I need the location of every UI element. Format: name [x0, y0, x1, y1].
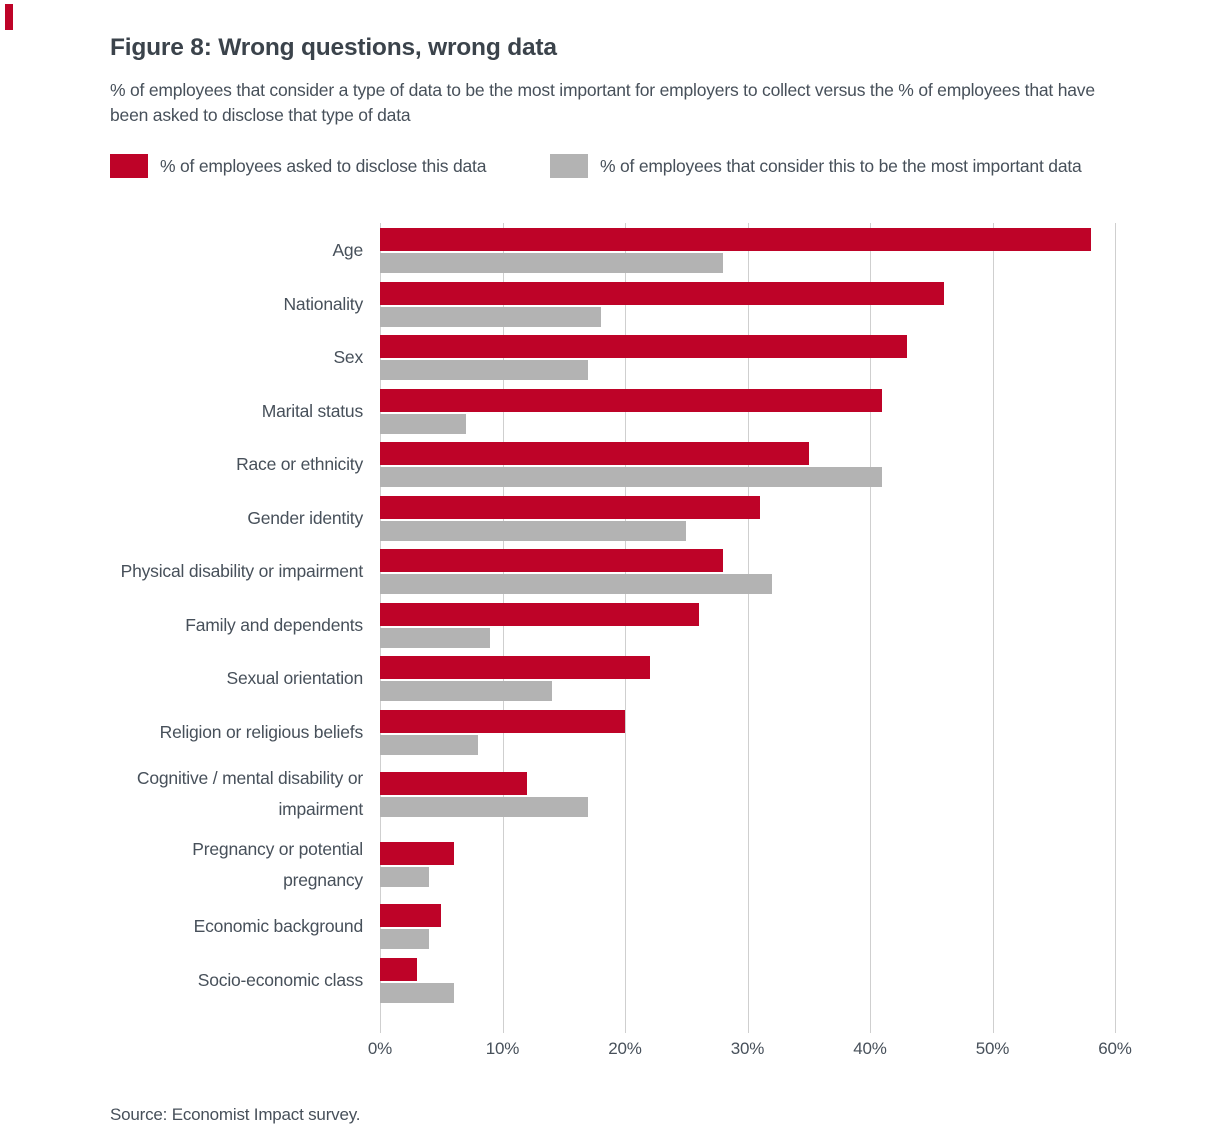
gridline	[992, 223, 994, 1033]
bar-most-important	[380, 306, 601, 327]
chart-row: Cognitive / mental disability or impairm…	[110, 763, 1115, 825]
bar-asked-to-disclose	[380, 709, 625, 733]
chart-row: Family and dependents	[110, 602, 1115, 648]
category-label: Pregnancy or potential pregnancy	[192, 838, 363, 890]
x-axis-tick-label: 50%	[975, 1039, 1010, 1058]
chart-row: Nationality	[110, 281, 1115, 327]
category-label: Race or ethnicity	[236, 454, 363, 474]
chart-row: Pregnancy or potential pregnancy	[110, 834, 1115, 896]
bar-most-important	[380, 681, 552, 701]
chart-rows: Age Nationality Sex Marital status Race or e…	[110, 228, 1115, 1003]
bar-pair	[380, 957, 1115, 1003]
chart-row: Gender identity	[110, 495, 1115, 541]
bar-asked-to-disclose	[380, 656, 650, 679]
chart-row: Sexual orientation	[110, 656, 1115, 701]
bar-most-important	[380, 413, 466, 434]
bar-asked-to-disclose	[380, 771, 527, 795]
bar-pair	[380, 709, 1115, 755]
category-label: Sex	[333, 347, 363, 367]
bar-pair	[380, 602, 1115, 648]
x-axis-tick-label: 0%	[367, 1039, 393, 1058]
category-label: Physical disability or impairment	[120, 561, 364, 581]
bar-asked-to-disclose	[380, 228, 1091, 251]
chart-row: Physical disability or impairment	[110, 549, 1115, 594]
bar-pair	[380, 228, 1115, 273]
bar-most-important	[380, 574, 772, 594]
bar-pair	[380, 442, 1115, 487]
bar-most-important	[380, 734, 478, 755]
bar-asked-to-disclose	[380, 388, 883, 412]
chart-row: Socio-economic class	[110, 957, 1115, 1003]
bar-pair	[380, 281, 1115, 327]
legend-item: % of employees asked to disclose this da…	[110, 154, 550, 178]
chart-row: Economic background	[110, 904, 1115, 949]
bar-asked-to-disclose	[380, 495, 760, 519]
legend-label: % of employees asked to disclose this da…	[160, 155, 487, 176]
corner-accent-mark	[5, 4, 13, 30]
x-axis-tick-label: 60%	[1098, 1039, 1132, 1058]
bar-most-important	[380, 929, 429, 949]
category-label: Socio-economic class	[197, 969, 363, 990]
figure-subtitle: % of employees that consider a type of d…	[110, 80, 1095, 125]
bar-most-important	[380, 796, 589, 817]
figure-title: Figure 8: Wrong questions, wrong data	[110, 34, 557, 61]
bar-pair	[380, 335, 1115, 380]
gridline	[502, 223, 504, 1033]
bar-pair	[380, 904, 1115, 949]
chart-row: Race or ethnicity	[110, 442, 1115, 487]
bar-asked-to-disclose	[380, 549, 723, 572]
category-label: Economic background	[193, 916, 364, 936]
bar-chart: Age Nationality Sex Marital status Race or e…	[110, 223, 1116, 1033]
gridline	[625, 223, 626, 1033]
bar-asked-to-disclose	[380, 957, 417, 981]
category-label: Cognitive / mental disability or impairm…	[136, 768, 363, 819]
legend-swatch	[110, 154, 148, 178]
gridline	[1115, 223, 1116, 1033]
legend-item: % of employees that consider this to be …	[550, 154, 1082, 178]
x-axis-tick-label: 30%	[730, 1039, 765, 1058]
category-label: Marital status	[261, 400, 363, 421]
gridline	[870, 223, 871, 1033]
category-label: Age	[332, 240, 363, 260]
bar-most-important	[380, 360, 589, 380]
category-label: Family and dependents	[185, 614, 363, 635]
bar-most-important	[380, 253, 723, 273]
chart-row: Age	[110, 228, 1115, 273]
bar-most-important	[380, 520, 687, 541]
bar-most-important	[380, 627, 491, 648]
source-note: Source: Economist Impact survey.	[110, 1105, 361, 1124]
x-axis-tick-label: 20%	[608, 1039, 642, 1058]
bar-pair	[380, 771, 1115, 817]
category-label: Nationality	[283, 293, 363, 314]
bar-asked-to-disclose	[380, 602, 699, 626]
chart-row: Marital status	[110, 388, 1115, 434]
chart-row: Religion or religious beliefs	[110, 709, 1115, 755]
bar-pair	[380, 388, 1115, 434]
chart-legend: % of employees asked to disclose this da…	[110, 154, 1115, 178]
x-axis: 0% 10% 20% 30% 40% 50% 60%	[368, 1035, 1132, 1061]
legend-label: % of employees that consider this to be …	[600, 155, 1082, 176]
bar-asked-to-disclose	[380, 842, 454, 865]
bar-most-important	[380, 867, 429, 887]
category-label: Religion or religious beliefs	[159, 721, 364, 742]
bar-pair	[380, 495, 1115, 541]
bar-most-important	[380, 982, 454, 1003]
legend-swatch	[550, 154, 588, 178]
x-axis-tick-label: 10%	[485, 1039, 520, 1058]
bar-asked-to-disclose	[380, 335, 907, 358]
bar-pair	[380, 549, 1115, 594]
bar-pair	[380, 842, 1115, 887]
category-label: Gender identity	[247, 507, 363, 528]
chart-row: Sex	[110, 335, 1115, 380]
category-label: Sexual orientation	[226, 668, 364, 688]
bar-asked-to-disclose	[380, 904, 442, 927]
bar-pair	[380, 656, 1115, 701]
gridline	[747, 223, 749, 1033]
bar-asked-to-disclose	[380, 442, 809, 465]
x-axis-tick-label: 40%	[853, 1039, 887, 1058]
bar-asked-to-disclose	[380, 281, 944, 305]
bar-most-important	[380, 467, 883, 487]
